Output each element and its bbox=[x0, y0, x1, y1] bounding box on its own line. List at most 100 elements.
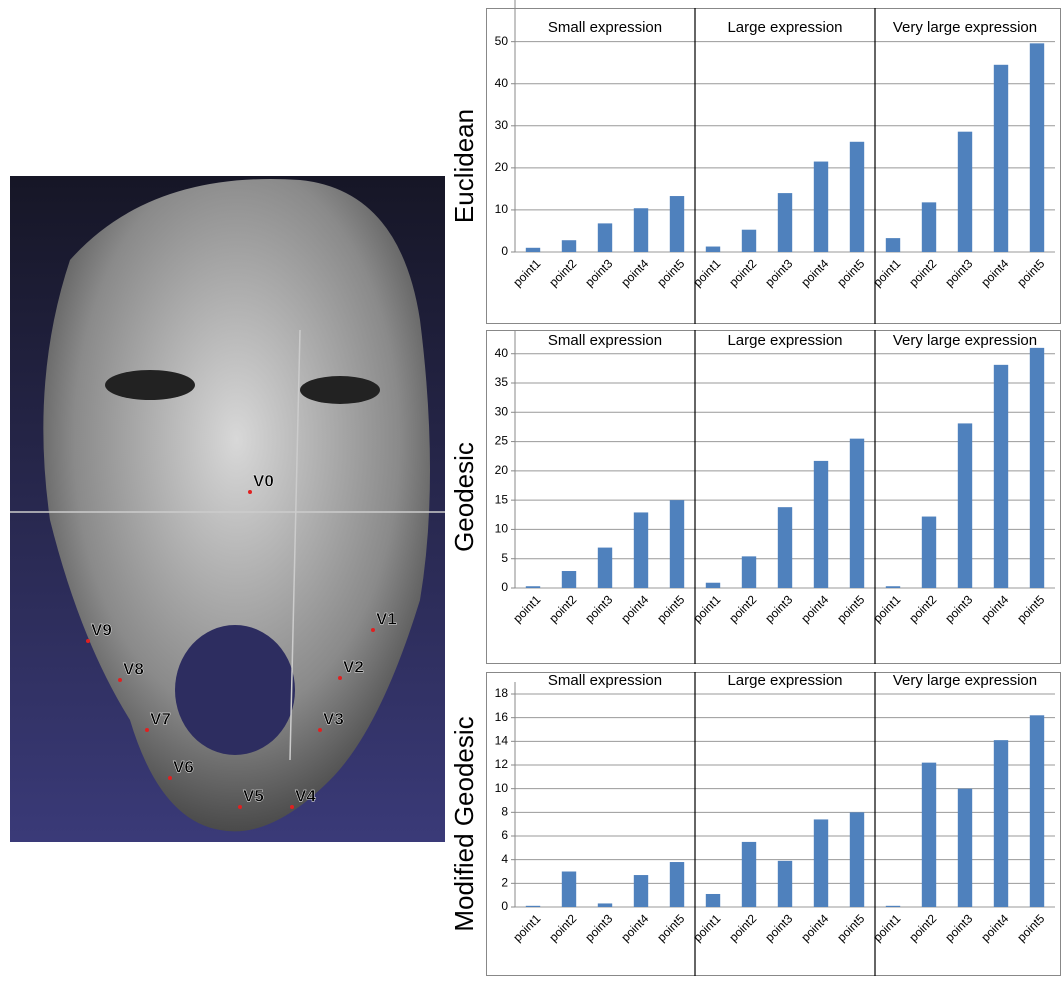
y-tick-label: 10 bbox=[495, 781, 509, 795]
bar bbox=[633, 208, 649, 252]
landmark bbox=[168, 776, 172, 780]
x-tick-label: point2 bbox=[906, 911, 939, 944]
landmark-label: V5 bbox=[243, 786, 264, 805]
bar bbox=[993, 64, 1009, 252]
landmark-label: V7 bbox=[150, 709, 171, 728]
x-tick-label: point3 bbox=[942, 592, 975, 625]
x-tick-label: point2 bbox=[546, 256, 579, 289]
group-label: Very large expression bbox=[893, 672, 1037, 689]
bar bbox=[813, 819, 829, 907]
x-tick-label: point2 bbox=[726, 256, 759, 289]
y-axis-label: Euclidean bbox=[449, 109, 479, 223]
landmark bbox=[86, 639, 90, 643]
x-tick-label: point4 bbox=[618, 256, 651, 289]
landmark-label: V9 bbox=[91, 620, 112, 639]
mouth bbox=[175, 625, 295, 755]
y-tick-label: 0 bbox=[501, 244, 508, 258]
bar bbox=[885, 238, 901, 252]
bar bbox=[741, 556, 757, 588]
landmark bbox=[118, 678, 122, 682]
y-tick-label: 40 bbox=[495, 76, 509, 90]
group-label: Large expression bbox=[727, 332, 842, 349]
bar bbox=[561, 240, 577, 252]
x-tick-label: point5 bbox=[1014, 911, 1047, 944]
x-tick-label: point2 bbox=[546, 911, 579, 944]
bar bbox=[561, 871, 577, 907]
y-tick-label: 50 bbox=[495, 34, 509, 48]
x-tick-label: point4 bbox=[798, 256, 831, 289]
x-tick-label: point5 bbox=[834, 256, 867, 289]
bar bbox=[669, 862, 685, 907]
x-tick-label: point5 bbox=[1014, 592, 1047, 625]
bar bbox=[597, 223, 613, 252]
x-tick-label: point3 bbox=[942, 256, 975, 289]
landmark bbox=[338, 676, 342, 680]
x-tick-label: point1 bbox=[510, 256, 543, 289]
bar bbox=[705, 893, 721, 907]
guide-line bbox=[289, 329, 301, 761]
bar bbox=[885, 905, 901, 907]
landmark bbox=[238, 805, 242, 809]
y-tick-label: 4 bbox=[501, 852, 508, 866]
x-tick-label: point5 bbox=[834, 911, 867, 944]
bar bbox=[921, 202, 937, 252]
eye bbox=[300, 376, 380, 404]
bar bbox=[957, 131, 973, 252]
y-tick-label: 40 bbox=[495, 346, 509, 360]
group-label: Large expression bbox=[727, 19, 842, 36]
x-tick-label: point3 bbox=[582, 592, 615, 625]
x-tick-label: point5 bbox=[1014, 256, 1047, 289]
x-tick-label: point1 bbox=[510, 911, 543, 944]
bar bbox=[525, 905, 541, 907]
x-tick-label: point5 bbox=[654, 592, 687, 625]
group-label: Small expression bbox=[548, 672, 662, 689]
group-label: Very large expression bbox=[893, 332, 1037, 349]
x-tick-label: point2 bbox=[726, 592, 759, 625]
bar bbox=[921, 762, 937, 907]
bar bbox=[525, 247, 541, 252]
x-tick-label: point3 bbox=[762, 592, 795, 625]
bar bbox=[885, 586, 901, 588]
y-tick-label: 16 bbox=[495, 710, 509, 724]
bar bbox=[741, 229, 757, 252]
landmark bbox=[248, 490, 252, 494]
y-tick-label: 5 bbox=[501, 551, 508, 565]
bar bbox=[633, 512, 649, 588]
bar bbox=[957, 788, 973, 907]
landmark bbox=[318, 728, 322, 732]
bar bbox=[777, 860, 793, 907]
bar bbox=[813, 161, 829, 252]
y-tick-label: 10 bbox=[495, 202, 509, 216]
landmark-label: V4 bbox=[295, 786, 316, 805]
group-label: Very large expression bbox=[893, 19, 1037, 36]
x-tick-label: point4 bbox=[618, 911, 651, 944]
eye bbox=[105, 370, 195, 400]
x-tick-label: point2 bbox=[906, 592, 939, 625]
x-tick-label: point2 bbox=[546, 592, 579, 625]
x-tick-label: point4 bbox=[798, 592, 831, 625]
bar bbox=[993, 364, 1009, 588]
x-tick-label: point3 bbox=[582, 256, 615, 289]
bar bbox=[993, 740, 1009, 907]
bar bbox=[633, 875, 649, 907]
y-tick-label: 30 bbox=[495, 404, 509, 418]
y-tick-label: 14 bbox=[495, 734, 509, 748]
x-tick-label: point2 bbox=[906, 256, 939, 289]
face-image bbox=[10, 176, 445, 842]
bar bbox=[525, 586, 541, 588]
group-label: Small expression bbox=[548, 19, 662, 36]
bar bbox=[957, 423, 973, 588]
bar bbox=[1029, 43, 1045, 252]
bar bbox=[813, 460, 829, 588]
group-label: Small expression bbox=[548, 332, 662, 349]
x-tick-label: point4 bbox=[798, 911, 831, 944]
landmark bbox=[145, 728, 149, 732]
face bbox=[43, 179, 430, 832]
y-tick-label: 15 bbox=[495, 492, 509, 506]
y-tick-label: 2 bbox=[501, 876, 508, 890]
x-tick-label: point4 bbox=[978, 592, 1011, 625]
landmark-label: V0 bbox=[253, 471, 274, 490]
y-tick-label: 30 bbox=[495, 118, 509, 132]
landmark-label: V2 bbox=[343, 657, 364, 676]
bar bbox=[1029, 347, 1045, 588]
